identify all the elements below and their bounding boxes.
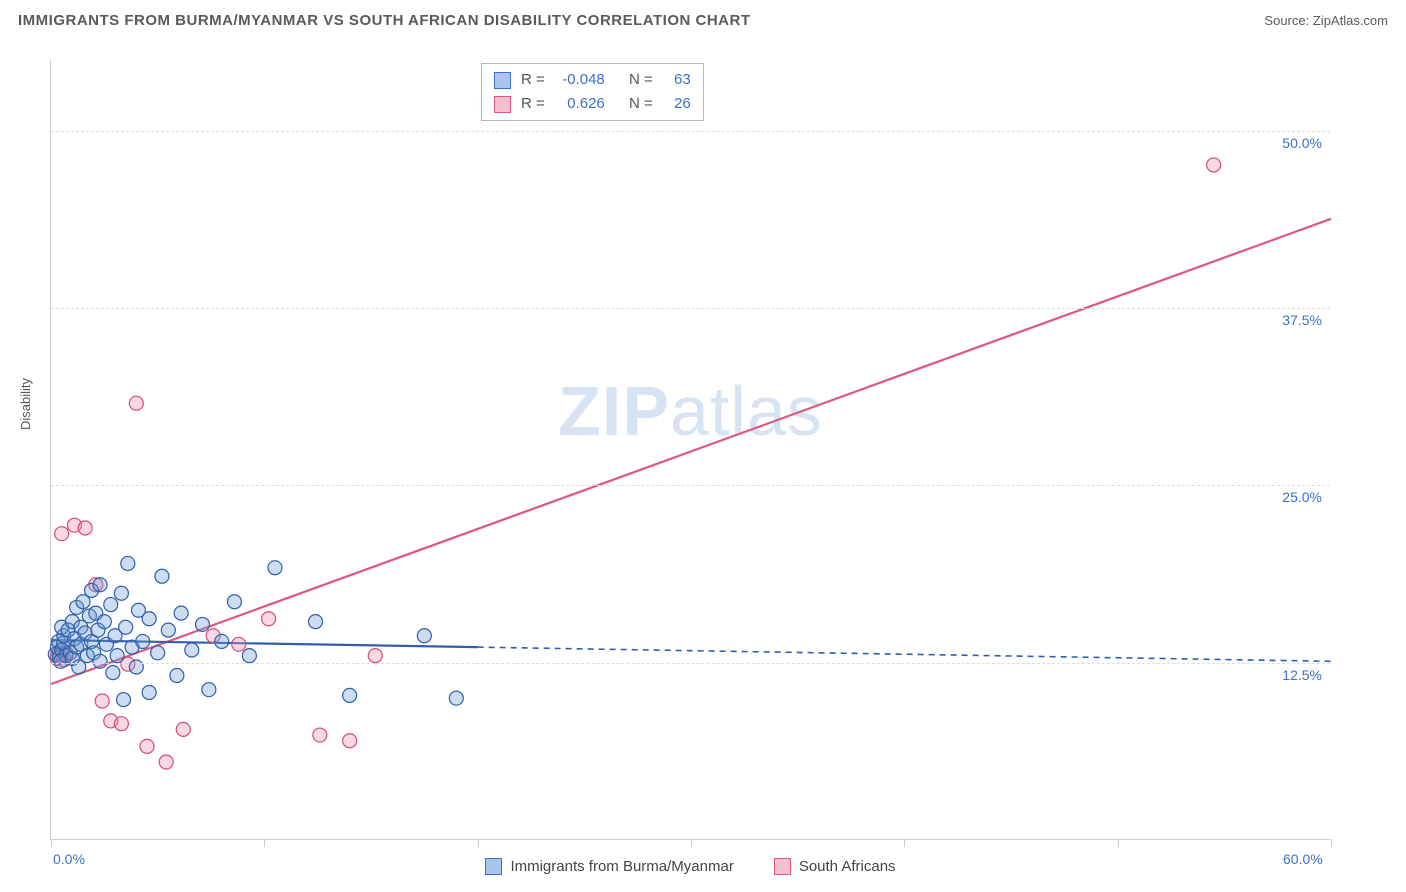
data-point (343, 688, 357, 702)
data-point (185, 643, 199, 657)
x-tick-label: 0.0% (53, 851, 85, 867)
header: IMMIGRANTS FROM BURMA/MYANMAR VS SOUTH A… (18, 12, 1388, 29)
data-point (117, 693, 131, 707)
data-point (1207, 158, 1221, 172)
data-point (136, 634, 150, 648)
x-tick (264, 839, 265, 847)
y-tick-label: 25.0% (1282, 489, 1322, 505)
data-point (140, 739, 154, 753)
data-point (114, 586, 128, 600)
gridline-h (51, 131, 1330, 132)
data-point (93, 654, 107, 668)
data-point (227, 595, 241, 609)
data-point (215, 634, 229, 648)
y-tick-label: 50.0% (1282, 135, 1322, 151)
y-tick-label: 12.5% (1282, 667, 1322, 683)
x-tick (1118, 839, 1119, 847)
data-point (142, 686, 156, 700)
data-point (155, 569, 169, 583)
data-point (368, 649, 382, 663)
x-tick (51, 839, 52, 847)
legend-series-item-1: South Africans (774, 858, 896, 875)
source-attribution: Source: ZipAtlas.com (1264, 13, 1388, 28)
data-point (159, 755, 173, 769)
plot-area: ZIPatlas R = -0.048 N = 63 R = 0.626 N =… (50, 60, 1330, 840)
trendline-burma-dashed (478, 647, 1331, 661)
x-tick (691, 839, 692, 847)
data-point (343, 734, 357, 748)
data-point (55, 527, 69, 541)
data-point (195, 617, 209, 631)
data-point (104, 598, 118, 612)
chart-title: IMMIGRANTS FROM BURMA/MYANMAR VS SOUTH A… (18, 12, 750, 29)
legend-series-label-1: South Africans (799, 858, 896, 875)
data-point (142, 612, 156, 626)
data-point (242, 649, 256, 663)
data-point (119, 620, 133, 634)
source-label: Source: (1264, 13, 1309, 28)
data-point (114, 717, 128, 731)
legend-series-swatch-1 (774, 858, 791, 875)
data-point (95, 694, 109, 708)
y-axis-title: Disability (18, 378, 33, 430)
data-point (449, 691, 463, 705)
legend-series-label-0: Immigrants from Burma/Myanmar (510, 858, 733, 875)
legend-series-item-0: Immigrants from Burma/Myanmar (485, 858, 733, 875)
legend-series-swatch-0 (485, 858, 502, 875)
data-point (268, 561, 282, 575)
source-name: ZipAtlas.com (1313, 13, 1388, 28)
data-point (313, 728, 327, 742)
data-point (232, 637, 246, 651)
gridline-h (51, 308, 1330, 309)
x-tick-label: 60.0% (1283, 851, 1323, 867)
data-point (176, 722, 190, 736)
data-point (161, 623, 175, 637)
data-point (129, 396, 143, 410)
data-point (417, 629, 431, 643)
data-point (110, 649, 124, 663)
data-point (174, 606, 188, 620)
data-point (121, 556, 135, 570)
data-point (78, 521, 92, 535)
data-point (97, 615, 111, 629)
data-point (170, 668, 184, 682)
data-point (202, 683, 216, 697)
plot-svg (51, 60, 1330, 839)
legend-series: Immigrants from Burma/Myanmar South Afri… (51, 858, 1330, 875)
data-point (151, 646, 165, 660)
x-tick (478, 839, 479, 847)
chart-container: IMMIGRANTS FROM BURMA/MYANMAR VS SOUTH A… (0, 0, 1406, 892)
trendline-south-africans (51, 219, 1331, 684)
x-tick (1331, 839, 1332, 847)
x-tick (904, 839, 905, 847)
gridline-h (51, 663, 1330, 664)
data-point (106, 666, 120, 680)
data-point (262, 612, 276, 626)
data-point (93, 578, 107, 592)
data-point (309, 615, 323, 629)
gridline-h (51, 485, 1330, 486)
y-tick-label: 37.5% (1282, 312, 1322, 328)
